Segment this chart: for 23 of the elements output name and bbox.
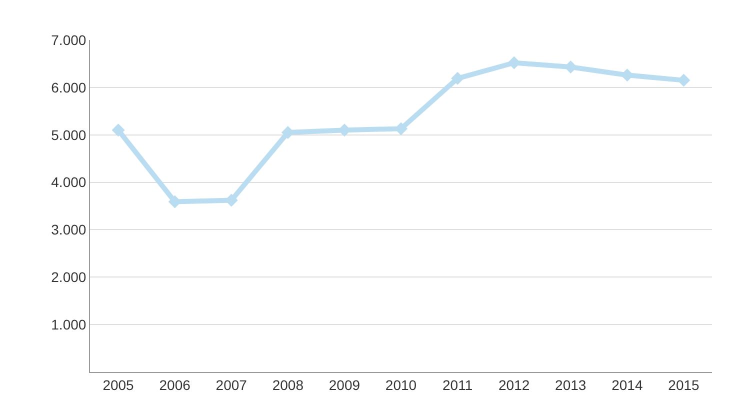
y-tick-label: 2.000 [51, 269, 86, 286]
x-tick-label: 2006 [159, 376, 191, 393]
x-tick-label: 2014 [612, 376, 643, 393]
y-tick-label: 3.000 [51, 222, 86, 238]
point [112, 124, 125, 137]
y-tick-label: 5.000 [51, 126, 86, 143]
point [564, 60, 578, 74]
y-tick-label: 7.000 [51, 32, 86, 48]
x-tick-label: 2013 [555, 376, 586, 393]
x-tick-label: 2015 [668, 376, 700, 393]
y-tick-label: 1.000 [51, 316, 86, 332]
point [451, 72, 464, 85]
x-tick-label: 2012 [498, 376, 530, 393]
x-tick-label: 2011 [442, 376, 473, 393]
x-tick-label: 2005 [102, 376, 134, 393]
x-tick-label: 2007 [216, 376, 248, 393]
x-tick-label: 2008 [272, 376, 304, 393]
x-tick-label: 2010 [385, 376, 417, 393]
point [394, 122, 408, 136]
y-tick-label: 4.000 [51, 174, 86, 190]
x-tick-label: 2009 [328, 376, 360, 393]
point [677, 74, 690, 87]
y-tick-label: 6.000 [51, 79, 86, 96]
